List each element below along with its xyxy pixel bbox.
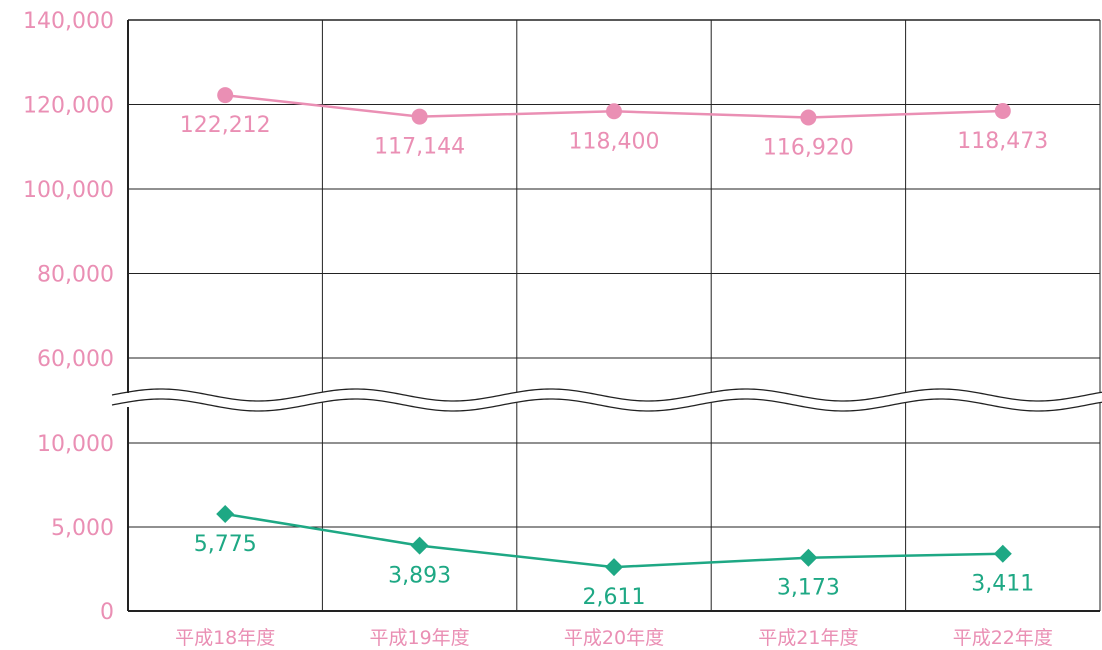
axis-break bbox=[111, 388, 1102, 412]
y-tick-label-0: 0 bbox=[100, 600, 114, 625]
data-label-0-1: 117,144 bbox=[374, 135, 465, 160]
data-point-1-3 bbox=[799, 548, 818, 567]
series-0: 122,212 117,144 118,400 116,920 118,473 bbox=[180, 87, 1048, 161]
y-tick-label-7: 140,000 bbox=[23, 9, 114, 34]
data-label-0-4: 118,473 bbox=[957, 129, 1048, 154]
data-label-0-0: 122,212 bbox=[180, 113, 271, 138]
data-label-0-3: 116,920 bbox=[763, 136, 854, 161]
y-tick-labels: 0 5,000 10,000 60,000 80,000 100,000 120,000 14… bbox=[23, 9, 114, 625]
x-tick-labels: 平成18年度 平成19年度 平成20年度 平成21年度 平成22年度 bbox=[175, 627, 1053, 649]
series: 122,212 117,144 118,400 116,920 118,473 5,775… bbox=[180, 87, 1048, 610]
y-tick-label-1: 5,000 bbox=[51, 516, 114, 541]
y-tick-label-2: 10,000 bbox=[37, 432, 114, 457]
x-tick-label-3: 平成21年度 bbox=[758, 627, 858, 649]
data-label-1-3: 3,173 bbox=[777, 576, 840, 601]
y-tick-label-3: 60,000 bbox=[37, 347, 114, 372]
x-tick-label-1: 平成19年度 bbox=[370, 627, 470, 649]
data-label-1-1: 3,893 bbox=[388, 564, 451, 589]
axis-break-line-lower bbox=[111, 398, 1102, 412]
data-point-1-2 bbox=[605, 558, 623, 577]
data-label-0-2: 118,400 bbox=[569, 129, 660, 154]
data-point-0-3 bbox=[800, 109, 817, 126]
series-1: 5,775 3,893 2,611 3,173 3,411 bbox=[194, 505, 1034, 610]
data-point-0-4 bbox=[994, 102, 1011, 119]
x-tick-label-4: 平成22年度 bbox=[953, 627, 1053, 649]
data-label-1-4: 3,411 bbox=[971, 572, 1034, 597]
axis-break-line-upper bbox=[111, 388, 1102, 402]
data-point-1-0 bbox=[216, 505, 235, 523]
data-point-0-2 bbox=[606, 103, 622, 120]
data-point-1-4 bbox=[993, 544, 1012, 563]
x-tick-label-0: 平成18年度 bbox=[175, 627, 275, 649]
data-label-1-0: 5,775 bbox=[194, 532, 257, 557]
data-point-0-1 bbox=[411, 108, 428, 125]
y-tick-label-4: 80,000 bbox=[37, 263, 114, 288]
y-tick-label-5: 100,000 bbox=[23, 178, 114, 203]
data-point-1-1 bbox=[410, 536, 429, 555]
data-label-1-2: 2,611 bbox=[583, 585, 646, 610]
axis-break-band bbox=[112, 389, 1102, 411]
data-point-0-0 bbox=[217, 87, 234, 104]
y-tick-label-6: 120,000 bbox=[23, 94, 114, 119]
x-tick-label-2: 平成20年度 bbox=[564, 627, 664, 649]
axes bbox=[127, 20, 1100, 612]
